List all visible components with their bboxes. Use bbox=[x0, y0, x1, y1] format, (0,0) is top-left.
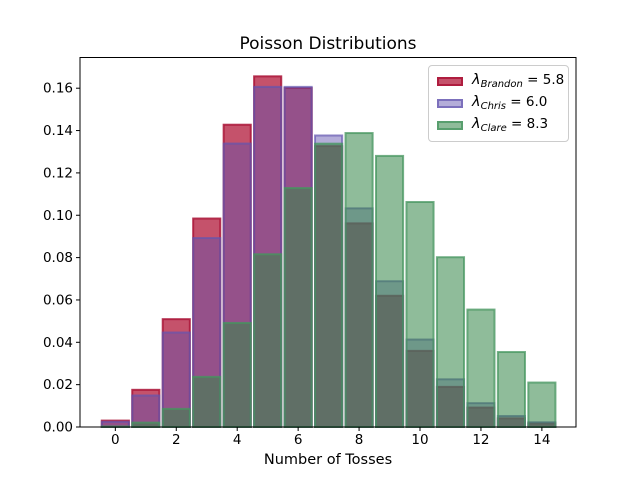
x-tick-label: 2 bbox=[172, 432, 181, 448]
lambda-symbol: λ bbox=[472, 71, 481, 88]
legend-item-chris: λChris = 6.0 bbox=[433, 92, 564, 114]
x-tick-label: 4 bbox=[233, 432, 242, 448]
y-tick-label: 0.02 bbox=[43, 377, 73, 393]
lambda-symbol: λ bbox=[472, 116, 481, 133]
legend-subscript-chris: Chris bbox=[480, 100, 507, 112]
y-tick-label: 0.14 bbox=[43, 123, 73, 139]
bar-clare-9 bbox=[374, 154, 405, 428]
legend-equals: = bbox=[506, 116, 527, 133]
bar-clare-13 bbox=[496, 351, 526, 428]
legend-equals: = bbox=[522, 71, 543, 88]
y-tick-label: 0.08 bbox=[43, 250, 73, 266]
x-tick-label: 8 bbox=[355, 432, 364, 448]
chart-title: Poisson Distributions bbox=[239, 34, 416, 54]
axes-layer: 0 2 4 6 8 10 12 14 0.00 0.02 0.04 0.06 0.08 0.10 0.12 0… bbox=[43, 57, 577, 448]
legend-item-clare: λClare = 8.3 bbox=[433, 115, 564, 137]
clare-color-swatch bbox=[437, 121, 463, 131]
x-tick-label: 6 bbox=[294, 432, 303, 448]
bars-layer bbox=[100, 75, 557, 429]
y-tick-label: 0.04 bbox=[43, 335, 73, 351]
bar-clare-7 bbox=[314, 142, 344, 428]
legend-subscript-clare: Clare bbox=[480, 123, 507, 135]
x-tick-label: 12 bbox=[472, 432, 489, 448]
bar-clare-12 bbox=[466, 308, 496, 429]
legend-label-chris: λChris = 6.0 bbox=[472, 95, 547, 112]
legend-value-brandon: 5.8 bbox=[542, 71, 565, 88]
y-tick-label: 0.16 bbox=[43, 81, 73, 97]
y-tick-label: 0.00 bbox=[43, 420, 73, 436]
x-tick-label: 10 bbox=[411, 432, 428, 448]
bar-clare-2 bbox=[161, 407, 191, 428]
bar-clare-14 bbox=[527, 381, 557, 428]
lambda-symbol: λ bbox=[472, 93, 481, 110]
legend-value-chris: 6.0 bbox=[525, 93, 548, 110]
brandon-color-swatch bbox=[437, 76, 463, 86]
y-tick-label: 0.12 bbox=[43, 165, 73, 181]
bar-clare-3 bbox=[192, 375, 222, 429]
x-tick-label: 0 bbox=[111, 432, 120, 448]
x-axis-label: Number of Tosses bbox=[264, 452, 392, 468]
bar-clare-4 bbox=[222, 321, 252, 428]
bar-clare-8 bbox=[344, 132, 374, 428]
legend-label-brandon: λBrandon = 5.8 bbox=[472, 71, 565, 90]
bar-clare-6 bbox=[283, 187, 313, 428]
bar-clare-5 bbox=[253, 253, 283, 428]
legend: λBrandon = 5.8 λChris = 6.0 λClare = 8.3 bbox=[428, 65, 569, 142]
plot-frame bbox=[79, 57, 577, 428]
legend-equals: = bbox=[506, 93, 526, 110]
bar-clare-11 bbox=[435, 256, 466, 428]
bar-clare-1 bbox=[131, 421, 161, 429]
legend-subscript-brandon: Brandon bbox=[480, 78, 523, 90]
legend-label-clare: λClare = 8.3 bbox=[472, 117, 548, 134]
y-tick-label: 0.06 bbox=[43, 292, 73, 308]
y-tick-label: 0.10 bbox=[43, 208, 73, 224]
legend-item-brandon: λBrandon = 5.8 bbox=[433, 70, 564, 92]
x-tick-label: 14 bbox=[533, 432, 550, 448]
legend-value-clare: 8.3 bbox=[526, 116, 549, 133]
chris-color-swatch bbox=[437, 98, 463, 108]
bar-clare-10 bbox=[405, 201, 435, 428]
